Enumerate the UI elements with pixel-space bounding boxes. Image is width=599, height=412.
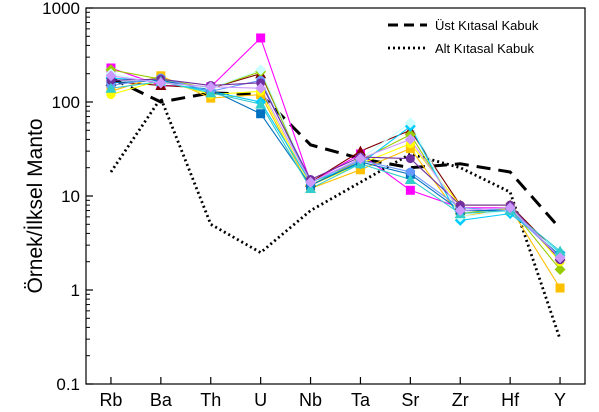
sample-line-11 bbox=[110, 80, 561, 252]
upper-crust-line bbox=[110, 76, 562, 230]
sample-line-2 bbox=[110, 73, 561, 257]
sample-3-point bbox=[555, 283, 565, 293]
x-tick-label-u: U bbox=[254, 390, 267, 410]
y-tick-label: 100 bbox=[52, 93, 80, 112]
sample-12-point bbox=[354, 153, 366, 165]
sample-12-point bbox=[305, 176, 317, 188]
y-tick-label: 10 bbox=[61, 187, 80, 206]
sample-12-point bbox=[105, 70, 117, 82]
sample-11-point bbox=[554, 245, 566, 256]
sample-12-point bbox=[205, 81, 217, 93]
lower-crust-line bbox=[109, 95, 562, 340]
sample-11-point bbox=[404, 173, 416, 184]
sample-12-point bbox=[155, 77, 167, 89]
sample-1-point bbox=[256, 33, 266, 43]
sample-3-point bbox=[355, 165, 365, 175]
legend-label-1: Üst Kıtasal Kabuk bbox=[435, 18, 539, 33]
sample-11-point bbox=[255, 98, 267, 109]
sample-7-point bbox=[256, 109, 266, 119]
sample-4-point bbox=[554, 264, 566, 276]
sample-1-point bbox=[405, 185, 415, 195]
sample-12-point bbox=[255, 82, 267, 94]
sample-8-point bbox=[404, 117, 416, 129]
sample-12-point bbox=[554, 252, 566, 264]
x-tick-label-nb: Nb bbox=[299, 390, 322, 410]
sample-line-3 bbox=[110, 75, 561, 289]
sample-10-point bbox=[405, 154, 415, 164]
sample-12-point bbox=[404, 133, 416, 145]
sample-12-point bbox=[454, 205, 466, 217]
y-tick-label: 1 bbox=[71, 281, 80, 300]
sample-line-1 bbox=[110, 36, 561, 259]
legend-label-2: Alt Kıtasal Kabuk bbox=[435, 41, 534, 56]
sample-line-6 bbox=[110, 77, 561, 254]
sample-12-point bbox=[504, 202, 516, 214]
sample-markers bbox=[105, 33, 566, 293]
sample-2-point bbox=[354, 145, 366, 156]
y-tick-label: 1000 bbox=[42, 0, 80, 18]
reference-lines bbox=[109, 76, 562, 340]
sample-lines bbox=[110, 36, 561, 289]
sample-11-point bbox=[105, 82, 117, 93]
sample-8-point bbox=[255, 64, 267, 76]
y-axis: 0.1 1 10 100 1000 bbox=[42, 0, 93, 394]
sample-11-point bbox=[205, 87, 217, 98]
x-tick-label-zr: Zr bbox=[452, 390, 469, 410]
sample-9-point bbox=[405, 167, 415, 177]
y-tick-label: 0.1 bbox=[56, 375, 80, 394]
x-tick-label-ta: Ta bbox=[351, 390, 371, 410]
x-tick-label-rb: Rb bbox=[99, 390, 122, 410]
x-tick-label-hf: Hf bbox=[501, 390, 520, 410]
x-tick-label-sr: Sr bbox=[401, 390, 419, 410]
y-axis-label: Örnek/İlksel Manto bbox=[24, 118, 47, 293]
legend: Üst Kıtasal Kabuk Alt Kıtasal Kabuk bbox=[388, 18, 539, 56]
sample-11-point bbox=[305, 183, 317, 194]
x-tick-label-ba: Ba bbox=[150, 390, 173, 410]
x-tick-label-th: Th bbox=[200, 390, 221, 410]
x-axis: Rb Ba Th U Nb Ta Sr Zr Hf Y bbox=[99, 377, 566, 410]
sample-line-12 bbox=[110, 75, 561, 259]
x-tick-label-y: Y bbox=[554, 390, 566, 410]
sample-3-point bbox=[405, 144, 415, 154]
sample-line-10 bbox=[110, 78, 561, 261]
